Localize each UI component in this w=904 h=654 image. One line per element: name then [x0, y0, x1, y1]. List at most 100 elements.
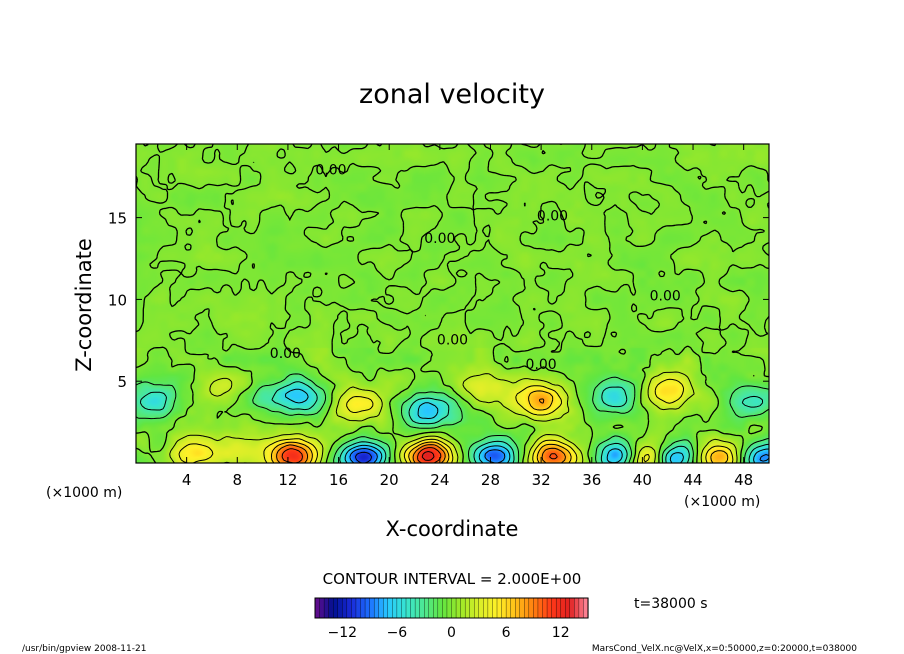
colorbar-swatch	[515, 597, 521, 619]
colorbar-swatch	[351, 597, 357, 619]
contour-label: 0.00	[526, 357, 557, 373]
colorbar-frame	[314, 597, 589, 619]
colorbar-tick-label: 0	[447, 625, 456, 641]
x-axis: 4 8 12 16 20 24 28 32 36 40 44 48	[182, 144, 753, 489]
x-tick-label: 24	[430, 471, 449, 489]
colorbar-swatch	[328, 597, 334, 619]
colorbar-swatch	[501, 597, 507, 619]
contour-line	[139, 381, 769, 463]
contour-line	[178, 378, 734, 463]
colorbar-swatch	[446, 597, 453, 619]
contour-interval-label: CONTOUR INTERVAL = 2.000E+00	[323, 570, 582, 588]
y-tick-label: 5	[117, 373, 127, 391]
colorbar-swatch	[487, 597, 494, 619]
colorbar-swatch	[451, 597, 457, 619]
chart-title: zonal velocity	[359, 79, 545, 110]
colorbar-swatch	[565, 597, 571, 619]
colorbar-swatch	[433, 597, 439, 619]
contour-labels: 0.00 0.00 0.00 0.00 0.00 0.00 0.00	[270, 163, 681, 374]
colorbar-swatch	[528, 597, 534, 619]
colorbar-tick-label: −12	[328, 625, 358, 641]
contour-line	[354, 451, 373, 463]
colorbar-swatch	[419, 597, 425, 619]
colorbar-swatch	[474, 597, 480, 619]
colorbar-swatch	[483, 597, 489, 619]
y-axis-label: Z-coordinate	[72, 238, 96, 372]
colorbar-swatch	[428, 597, 434, 619]
contour-label: 0.00	[270, 346, 301, 362]
x-axis-label: X-coordinate	[386, 517, 519, 541]
contour-line	[136, 373, 769, 463]
colorbar-swatch	[560, 597, 566, 619]
footer-left: /usr/bin/gpview 2008-11-21	[22, 644, 146, 654]
colorbar-swatch	[505, 597, 512, 619]
colorbar-swatch	[337, 597, 343, 619]
colorbar-swatch	[551, 597, 557, 619]
colorbar-swatch	[542, 597, 548, 619]
x-tick-label: 16	[329, 471, 348, 489]
x-unit-left: (×1000 m)	[46, 485, 122, 501]
contour-line	[136, 144, 769, 463]
colorbar-swatch	[464, 597, 471, 619]
colorbar-swatch	[323, 597, 330, 619]
contour-line	[276, 398, 566, 463]
x-tick-label: 8	[233, 471, 243, 489]
contour-lines	[136, 144, 769, 463]
colorbar-tick-label: −6	[387, 625, 408, 641]
contour-label: 0.00	[424, 231, 455, 247]
time-label: t=38000 s	[634, 596, 708, 612]
colorbar-swatch	[401, 597, 407, 619]
colorbar-swatch	[405, 597, 412, 619]
colorbar-ticks: −12 −6 0 6 12	[328, 625, 570, 641]
colorbar	[314, 597, 589, 619]
plot-area: 0.00 0.00 0.00 0.00 0.00 0.00 0.00	[136, 144, 769, 463]
x-unit-right: (×1000 m)	[684, 494, 760, 510]
contour-line	[281, 447, 558, 463]
colorbar-swatch	[424, 597, 430, 619]
colorbar-swatch	[387, 597, 393, 619]
colorbar-swatch	[510, 597, 516, 619]
colorbar-swatch	[569, 597, 575, 619]
colorbar-swatch	[574, 597, 580, 619]
y-axis: 5 10 15	[108, 210, 769, 391]
contour-line	[421, 451, 435, 461]
colorbar-tick-label: 6	[502, 625, 511, 641]
contour-label: 0.00	[437, 333, 468, 349]
colorbar-swatch	[460, 597, 466, 619]
colorbar-swatch	[478, 597, 484, 619]
colorbar-swatch	[496, 597, 503, 619]
colorbar-swatch	[364, 597, 371, 619]
colorbar-swatch	[555, 597, 562, 619]
colorbar-swatch	[437, 597, 443, 619]
colorbar-swatch	[469, 597, 475, 619]
colorbar-swatch	[333, 597, 339, 619]
colorbar-swatch	[383, 597, 389, 619]
x-tick-label: 4	[182, 471, 192, 489]
footer-right: MarsCond_VelX.nc@VelX,x=0:50000,z=0:2000…	[592, 644, 857, 654]
colorbar-swatch	[369, 597, 375, 619]
colorbar-swatch	[392, 597, 398, 619]
plot-frame	[135, 143, 770, 464]
colorbar-swatch	[492, 597, 498, 619]
x-tick-label: 12	[278, 471, 297, 489]
colorbar-swatch	[396, 597, 403, 619]
colorbar-swatch	[360, 597, 366, 619]
x-tick-label: 40	[633, 471, 652, 489]
contour-label: 0.00	[537, 208, 568, 224]
colorbar-swatch	[537, 597, 544, 619]
colorbar-swatch	[378, 597, 384, 619]
contour-line	[285, 388, 769, 463]
colorbar-swatch	[319, 597, 325, 619]
contour-line	[169, 371, 738, 463]
contour-line	[271, 390, 729, 463]
colorbar-swatch	[314, 597, 321, 619]
colorbar-swatch	[455, 597, 462, 619]
colorbar-swatch	[524, 597, 530, 619]
colorbar-swatch	[410, 597, 416, 619]
velocity-field	[136, 144, 769, 463]
colorbar-swatch	[373, 597, 380, 619]
y-tick-label: 15	[108, 210, 127, 228]
x-tick-label: 28	[481, 471, 500, 489]
colorbar-swatch	[546, 597, 553, 619]
